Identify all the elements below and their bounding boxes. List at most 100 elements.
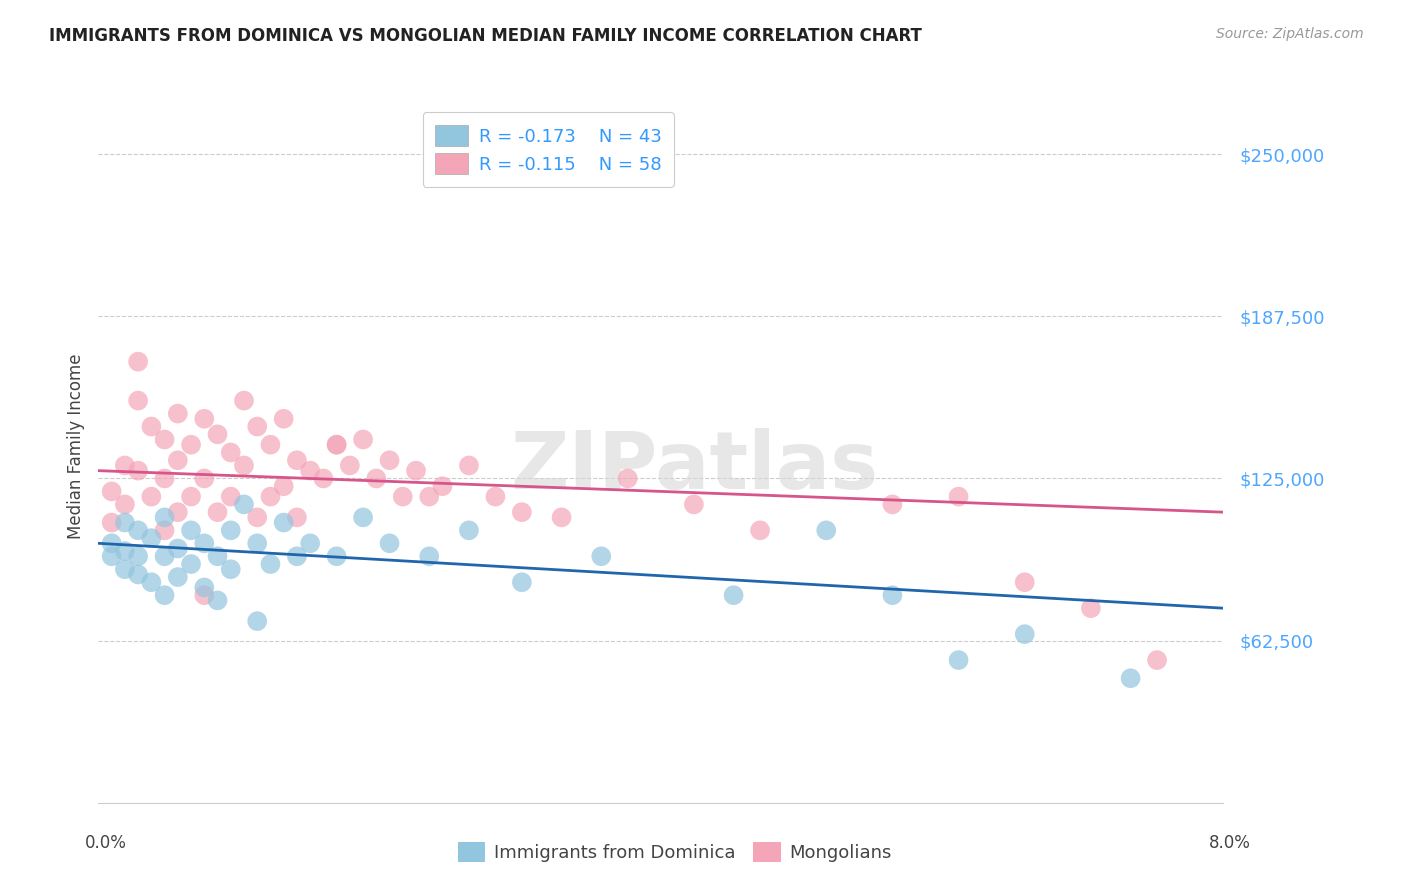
Text: 0.0%: 0.0% [84,834,127,852]
Point [352,510,374,524]
Point [207,505,229,519]
Point [233,497,256,511]
Point [273,479,295,493]
Point [207,593,229,607]
Point [219,562,242,576]
Point [273,516,295,530]
Point [591,549,613,564]
Point [141,419,163,434]
Point [1014,627,1036,641]
Point [166,407,188,421]
Point [127,393,149,408]
Point [193,536,215,550]
Point [141,531,163,545]
Point [193,588,215,602]
Point [127,354,149,368]
Point [127,464,149,478]
Point [153,588,176,602]
Point [141,575,163,590]
Point [366,471,388,485]
Text: 8.0%: 8.0% [1209,834,1251,852]
Point [207,549,229,564]
Point [339,458,361,473]
Point [1146,653,1168,667]
Point [100,516,122,530]
Point [219,445,242,459]
Point [180,490,202,504]
Point [510,505,533,519]
Point [180,524,202,538]
Point [1014,575,1036,590]
Point [815,524,838,538]
Point [233,458,256,473]
Point [418,549,440,564]
Point [166,505,188,519]
Point [749,524,772,538]
Text: IMMIGRANTS FROM DOMINICA VS MONGOLIAN MEDIAN FAMILY INCOME CORRELATION CHART: IMMIGRANTS FROM DOMINICA VS MONGOLIAN ME… [49,27,922,45]
Point [1080,601,1102,615]
Point [193,411,215,425]
Point [114,562,136,576]
Point [127,524,149,538]
Point [246,510,269,524]
Point [1119,671,1142,685]
Text: Source: ZipAtlas.com: Source: ZipAtlas.com [1216,27,1364,41]
Point [246,419,269,434]
Point [259,557,281,571]
Point [153,433,176,447]
Point [723,588,745,602]
Point [352,433,374,447]
Point [458,524,481,538]
Point [432,479,454,493]
Point [550,510,572,524]
Point [405,464,427,478]
Point [127,567,149,582]
Point [378,536,401,550]
Legend: Immigrants from Dominica, Mongolians: Immigrants from Dominica, Mongolians [450,834,900,870]
Point [683,497,706,511]
Point [484,490,506,504]
Legend: R = -0.173    N = 43, R = -0.115    N = 58: R = -0.173 N = 43, R = -0.115 N = 58 [423,112,673,186]
Point [285,453,308,467]
Point [114,544,136,558]
Point [166,570,188,584]
Point [153,471,176,485]
Point [193,471,215,485]
Point [100,549,122,564]
Point [114,458,136,473]
Point [193,581,215,595]
Point [325,438,347,452]
Y-axis label: Median Family Income: Median Family Income [66,353,84,539]
Point [180,438,202,452]
Point [299,536,322,550]
Point [325,438,347,452]
Point [325,549,347,564]
Point [285,549,308,564]
Point [510,575,533,590]
Point [153,510,176,524]
Point [391,490,413,504]
Point [100,536,122,550]
Point [153,524,176,538]
Point [127,549,149,564]
Point [207,427,229,442]
Point [246,536,269,550]
Point [100,484,122,499]
Point [312,471,335,485]
Point [458,458,481,473]
Point [153,549,176,564]
Point [166,453,188,467]
Point [418,490,440,504]
Point [285,510,308,524]
Text: ZIPatlas: ZIPatlas [510,428,879,507]
Point [141,490,163,504]
Point [114,497,136,511]
Point [882,588,904,602]
Point [233,393,256,408]
Point [166,541,188,556]
Point [378,453,401,467]
Point [219,524,242,538]
Point [219,490,242,504]
Point [882,497,904,511]
Point [180,557,202,571]
